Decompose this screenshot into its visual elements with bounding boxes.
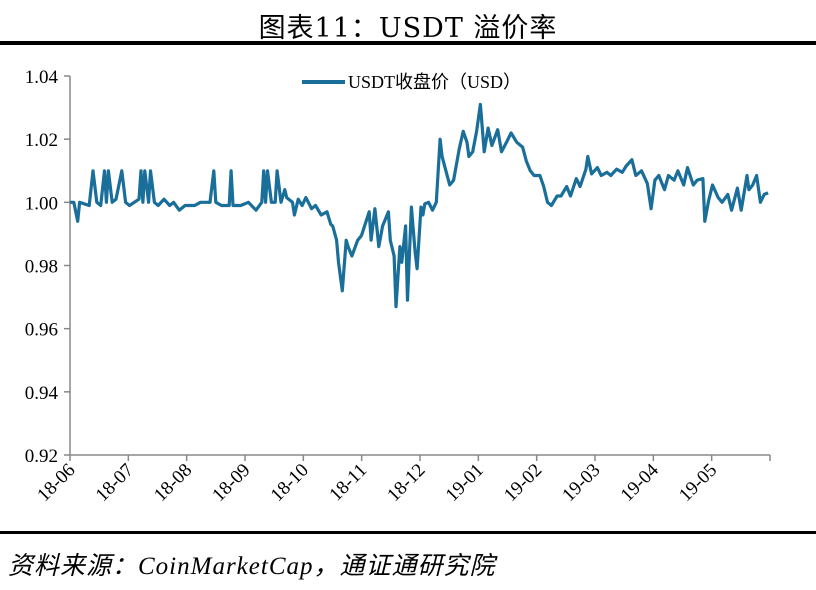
chart-title: 图表11：USDT 溢价率 bbox=[258, 13, 558, 44]
x-tick-label: 19-02 bbox=[500, 460, 546, 506]
y-tick-label: 1.04 bbox=[25, 67, 59, 88]
source-note: 资料来源：CoinMarketCap，通证通研究院 bbox=[8, 553, 496, 580]
y-tick-label: 1.02 bbox=[25, 130, 58, 151]
y-tick-label: 1.00 bbox=[25, 193, 58, 214]
legend-label: USDT收盘价（USD） bbox=[348, 72, 521, 92]
y-tick-label: 0.92 bbox=[25, 446, 58, 467]
series bbox=[70, 102, 769, 309]
x-tick-label: 19-05 bbox=[675, 460, 721, 506]
x-tick-label: 18-10 bbox=[267, 460, 313, 506]
x-tick-label: 18-09 bbox=[208, 460, 254, 506]
x-tick-label: 18-12 bbox=[383, 460, 429, 506]
series-line bbox=[70, 102, 769, 309]
y-tick-label: 0.98 bbox=[25, 257, 58, 278]
y-tick-label: 0.94 bbox=[25, 383, 59, 404]
y-tick-label: 0.96 bbox=[25, 320, 58, 341]
bottom-divider bbox=[0, 531, 816, 534]
x-tick-label: 18-07 bbox=[92, 460, 138, 506]
x-tick-label: 18-08 bbox=[150, 460, 196, 506]
x-tick-label: 18-11 bbox=[326, 460, 372, 506]
x-tick-label: 19-03 bbox=[558, 460, 604, 506]
top-divider bbox=[0, 41, 816, 45]
x-tick-label: 19-01 bbox=[442, 460, 488, 506]
x-tick-label: 19-04 bbox=[617, 459, 664, 506]
legend: USDT收盘价（USD） bbox=[302, 72, 521, 92]
